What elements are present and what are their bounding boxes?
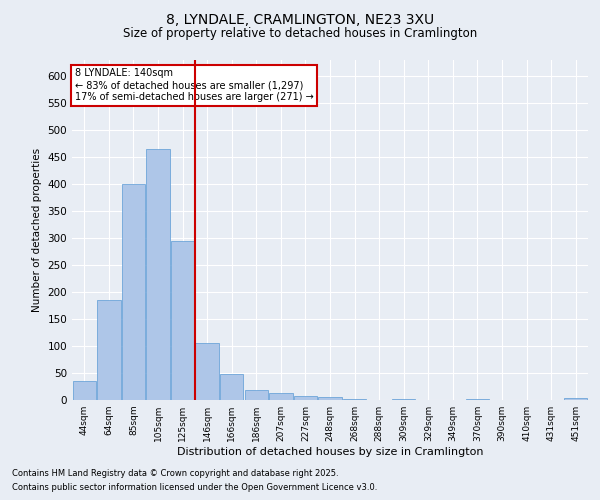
Bar	[343, 399, 366, 400]
Bar	[564, 398, 587, 400]
Bar	[245, 390, 268, 400]
Y-axis label: Number of detached properties: Number of detached properties	[32, 148, 42, 312]
Bar	[97, 300, 121, 400]
Bar	[392, 399, 415, 400]
Text: 8, LYNDALE, CRAMLINGTON, NE23 3XU: 8, LYNDALE, CRAMLINGTON, NE23 3XU	[166, 12, 434, 26]
Text: Contains public sector information licensed under the Open Government Licence v3: Contains public sector information licen…	[12, 484, 377, 492]
Bar	[220, 374, 244, 400]
Bar	[122, 184, 145, 400]
Bar	[319, 398, 341, 400]
Bar	[269, 393, 293, 400]
Text: Contains HM Land Registry data © Crown copyright and database right 2025.: Contains HM Land Registry data © Crown c…	[12, 468, 338, 477]
Bar	[294, 396, 317, 400]
Bar	[196, 344, 219, 400]
Bar	[171, 241, 194, 400]
Text: Size of property relative to detached houses in Cramlington: Size of property relative to detached ho…	[123, 28, 477, 40]
Bar	[466, 399, 489, 400]
Bar	[73, 381, 96, 400]
Text: 8 LYNDALE: 140sqm
← 83% of detached houses are smaller (1,297)
17% of semi-detac: 8 LYNDALE: 140sqm ← 83% of detached hous…	[74, 68, 313, 102]
X-axis label: Distribution of detached houses by size in Cramlington: Distribution of detached houses by size …	[177, 447, 483, 457]
Bar	[146, 149, 170, 400]
